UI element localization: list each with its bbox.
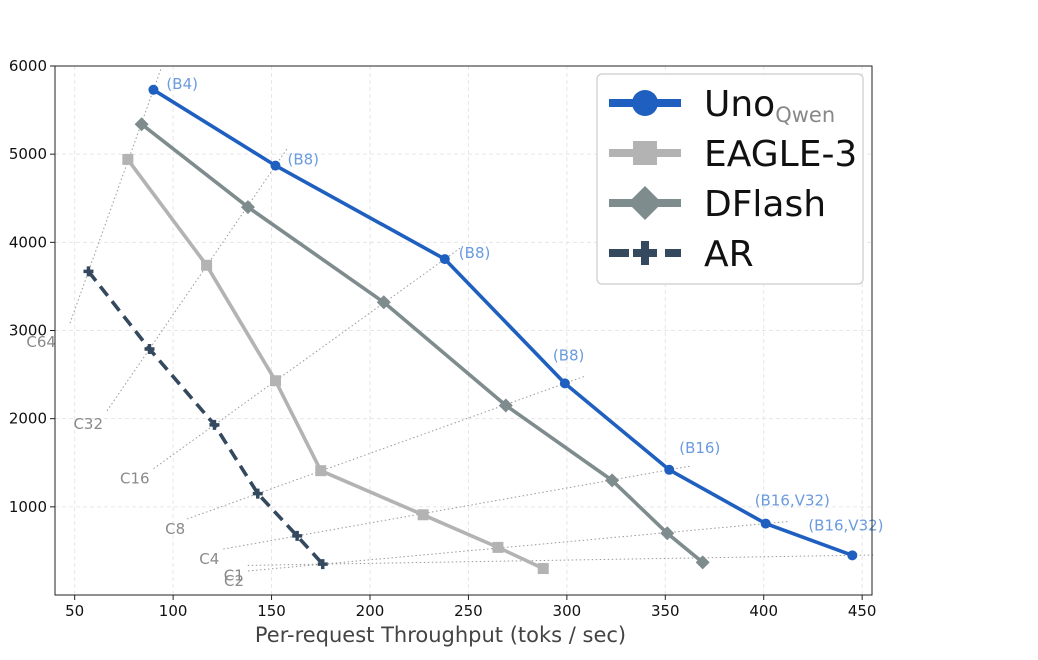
point-label: (B8) [287, 151, 319, 169]
data-point [559, 378, 570, 389]
concurrency-label: C4 [199, 550, 219, 568]
concurrency-guide-line [187, 375, 586, 520]
concurrency-guide-line [247, 554, 875, 566]
point-label: (B8) [459, 244, 491, 262]
data-point [537, 563, 549, 575]
point-label: (B8) [553, 346, 585, 364]
concurrency-label: C2 [224, 572, 244, 590]
data-point [83, 266, 94, 277]
concurrency-guide-line [153, 245, 463, 470]
data-point [847, 550, 858, 561]
data-point [209, 419, 220, 430]
data-point [660, 526, 675, 541]
x-tick-label: 200 [356, 602, 385, 620]
x-tick-label: 450 [848, 602, 877, 620]
x-tick-label: 100 [159, 602, 188, 620]
y-tick-label: 4000 [9, 233, 47, 251]
legend-label: DFlash [704, 184, 826, 225]
point-label: (B4) [166, 75, 198, 93]
concurrency-guide-line [223, 465, 691, 550]
data-point [292, 530, 303, 541]
concurrency-label: C1 [224, 566, 244, 584]
concurrency-guide-line [69, 68, 162, 324]
y-tick-label: 3000 [9, 322, 47, 340]
data-point [317, 559, 328, 570]
legend-swatch-marker [633, 141, 657, 165]
y-tick-label: 2000 [9, 410, 47, 428]
data-point [315, 465, 327, 477]
data-point [240, 200, 255, 215]
data-point [148, 84, 159, 95]
data-point [269, 375, 281, 387]
data-point [144, 344, 155, 355]
point-labels: (B4) (B8) (B8) (B8) (B16) (B16,V32) (B16,V32) C… [26, 75, 883, 590]
concurrency-label: C64 [26, 333, 56, 351]
data-point [122, 153, 134, 165]
data-point [492, 541, 504, 553]
series-line [87, 270, 325, 566]
y-tick-label: 5000 [9, 145, 47, 163]
x-tick-label: 350 [651, 602, 680, 620]
concurrency-label: C32 [73, 415, 103, 433]
x-tick-label: 300 [553, 602, 582, 620]
legend-label-subscript: Qwen [775, 103, 835, 127]
series-uno [148, 84, 858, 561]
legend-swatch-marker [628, 186, 662, 220]
data-point [498, 398, 513, 413]
legend-box [596, 73, 864, 285]
data-point [664, 464, 675, 475]
data-point [201, 259, 213, 271]
data-point [695, 555, 710, 570]
x-axis-title: Per-request Throughput (toks / sec) [255, 623, 626, 647]
x-tick-label: 400 [749, 602, 778, 620]
point-label: (B16,V32) [808, 516, 883, 534]
x-tick-label: 250 [454, 602, 483, 620]
x-tick-label: 50 [65, 602, 84, 620]
series-group [83, 84, 858, 575]
y-tick-label: 6000 [9, 57, 47, 75]
legend-swatch-marker [632, 90, 658, 116]
concurrency-label: C8 [165, 520, 185, 538]
legend-entry: AR [609, 234, 754, 275]
x-tick-label: 150 [257, 602, 286, 620]
data-point [760, 518, 771, 529]
legend-entry: DFlash [609, 184, 826, 225]
point-label: (B16,V32) [755, 492, 830, 510]
concurrency-guide-lines [69, 68, 875, 572]
data-point [252, 488, 263, 499]
series-ar [83, 266, 328, 570]
legend-swatch-marker [633, 241, 657, 265]
legend-label: EAGLE-3 [704, 134, 857, 175]
series-eagle-3 [122, 153, 549, 575]
concurrency-guide-line [106, 147, 289, 412]
concurrency-label: C16 [120, 470, 150, 488]
legend-entry: EAGLE-3 [609, 134, 857, 175]
y-tick-label: 1000 [9, 498, 47, 516]
legend-label: AR [704, 234, 754, 275]
axes: 50 100 150 200 250 300 350 400 450 1000 2000 3000 40… [9, 57, 877, 620]
data-point [417, 509, 429, 521]
data-point [605, 473, 620, 488]
data-point [134, 117, 149, 132]
data-point [376, 295, 391, 310]
point-label: (B16) [679, 439, 720, 457]
data-point [270, 160, 281, 171]
series-dflash [134, 117, 710, 570]
data-point [439, 254, 450, 265]
